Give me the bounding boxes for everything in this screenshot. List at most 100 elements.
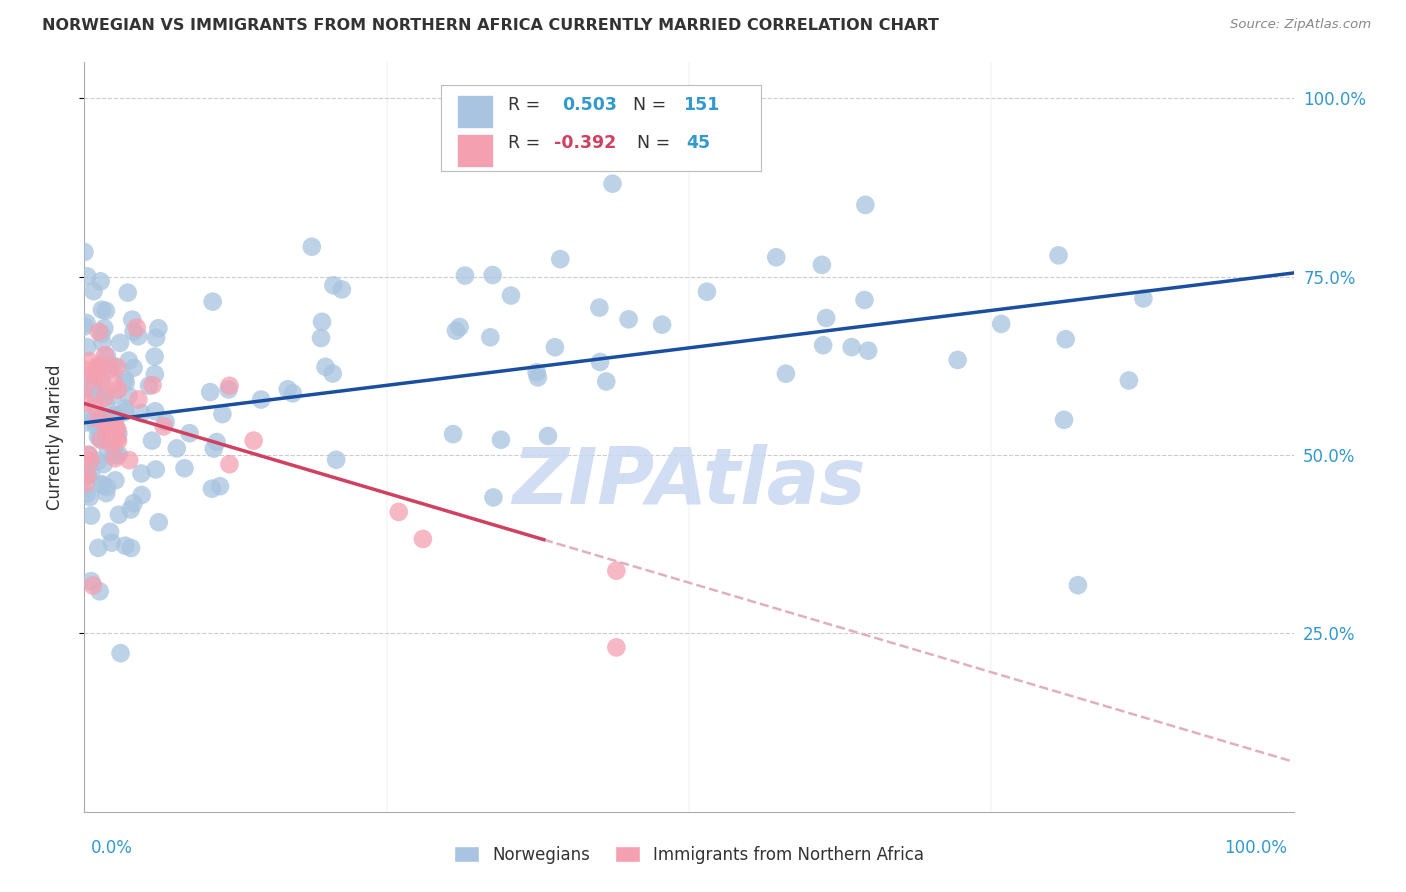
Point [143, 404, 166, 418]
Point [125, 320, 148, 334]
Text: Source: ZipAtlas.com: Source: ZipAtlas.com [1230, 18, 1371, 31]
Point [101, 389, 124, 403]
Point [87, 541, 110, 555]
Point [526, 365, 548, 379]
Point [201, 482, 224, 496]
Point [605, 640, 627, 655]
Point [76, 340, 98, 354]
Point [105, 431, 128, 445]
Text: NORWEGIAN VS IMMIGRANTS FROM NORTHERN AFRICA CURRENTLY MARRIED CORRELATION CHART: NORWEGIAN VS IMMIGRANTS FROM NORTHERN AF… [42, 18, 939, 33]
Point [155, 415, 177, 429]
Point [479, 330, 502, 344]
Point [143, 367, 166, 381]
Point [83, 284, 105, 298]
Point [98, 524, 121, 539]
Point [1067, 578, 1090, 592]
Point [412, 532, 434, 546]
Point [152, 419, 174, 434]
Point [322, 367, 344, 381]
Point [651, 318, 673, 332]
Text: R =: R = [508, 96, 551, 114]
Point [86, 362, 108, 376]
Point [127, 329, 149, 343]
Point [1132, 292, 1154, 306]
Point [89, 385, 111, 400]
FancyBboxPatch shape [441, 85, 762, 171]
Point [1054, 332, 1077, 346]
Point [89, 432, 111, 446]
Point [79, 490, 101, 504]
Point [98, 422, 121, 436]
Point [250, 392, 273, 407]
Point [311, 315, 333, 329]
Point [990, 317, 1012, 331]
Point [73, 319, 96, 334]
Point [454, 268, 477, 283]
Text: N =: N = [626, 134, 676, 152]
Point [87, 430, 110, 444]
Point [218, 457, 240, 471]
Point [100, 436, 122, 450]
Point [103, 410, 125, 425]
Point [98, 359, 121, 373]
Point [96, 424, 118, 438]
Point [114, 376, 136, 390]
Point [91, 478, 114, 492]
Point [114, 539, 136, 553]
Text: -0.392: -0.392 [554, 134, 616, 152]
Point [696, 285, 718, 299]
Point [87, 412, 110, 426]
Point [107, 434, 129, 448]
Point [211, 407, 233, 421]
Point [73, 245, 96, 260]
Point [76, 467, 98, 482]
Point [482, 491, 505, 505]
Point [96, 409, 118, 424]
Point [96, 349, 118, 363]
Point [120, 541, 142, 555]
Point [117, 285, 139, 300]
Point [90, 274, 112, 288]
Point [489, 433, 512, 447]
Point [544, 340, 567, 354]
Point [858, 343, 880, 358]
Y-axis label: Currently Married: Currently Married [45, 364, 63, 510]
Point [87, 361, 110, 376]
Point [277, 382, 299, 396]
Point [86, 416, 108, 430]
Point [82, 410, 104, 425]
Point [98, 362, 121, 376]
Point [104, 419, 127, 434]
Point [122, 496, 145, 510]
Point [79, 453, 101, 467]
Point [87, 325, 110, 339]
Point [114, 405, 136, 419]
Point [208, 479, 231, 493]
Point [93, 457, 115, 471]
Point [1118, 374, 1140, 388]
Text: 45: 45 [686, 134, 710, 152]
Point [281, 386, 304, 401]
Point [309, 331, 332, 345]
Point [100, 424, 122, 438]
Point [118, 453, 141, 467]
Point [198, 385, 221, 400]
Point [122, 325, 145, 339]
Point [91, 375, 114, 389]
Point [131, 488, 153, 502]
Point [94, 417, 117, 431]
Point [173, 461, 195, 475]
Point [93, 321, 115, 335]
Point [107, 426, 129, 441]
Point [96, 416, 118, 430]
Point [77, 381, 100, 395]
Point [117, 389, 139, 403]
Point [86, 420, 108, 434]
Point [148, 321, 170, 335]
Point [142, 378, 165, 392]
Point [202, 442, 225, 456]
Text: ZIPAtlas: ZIPAtlas [512, 444, 866, 520]
Point [94, 348, 117, 362]
Point [550, 252, 572, 267]
Point [89, 584, 111, 599]
